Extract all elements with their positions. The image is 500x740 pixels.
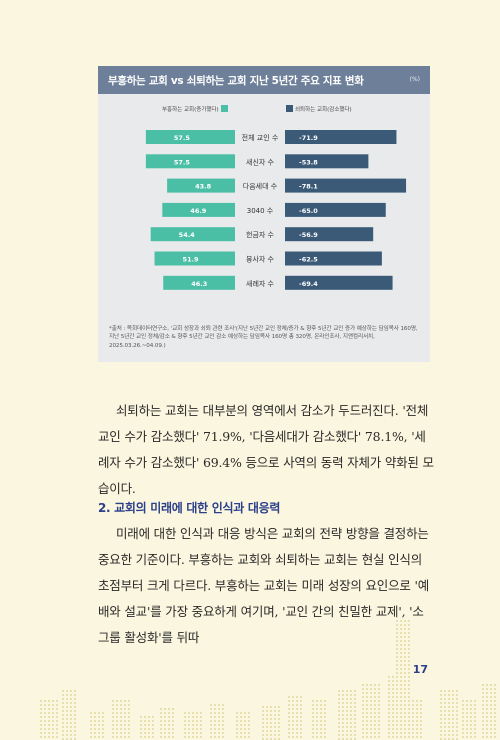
legend-declining: 쇠퇴하는 교회(감소했다) xyxy=(286,105,352,113)
bar-declining xyxy=(285,178,407,193)
bar-growing xyxy=(154,251,235,266)
bar-chart: 57.5 -71.9 전체 교인 수 57.5 -53.8 새신자 수 43.8 -78.1 다… xyxy=(145,130,407,290)
legend-declining-swatch xyxy=(286,105,293,112)
bar-growing-value: 57.5 xyxy=(174,158,191,166)
category-label: 봉사자 수 xyxy=(246,255,275,264)
bar-declining-value: -78.1 xyxy=(299,183,318,191)
bar-growing-value: 46.9 xyxy=(190,207,207,215)
bar-declining-value: -71.9 xyxy=(299,134,318,142)
bar-declining xyxy=(285,130,397,144)
category-label: 새신자 수 xyxy=(246,157,275,166)
section-heading: 2. 교회의 미래에 대한 인식과 대응력 xyxy=(98,501,281,515)
bar-growing xyxy=(163,275,235,290)
bar-declining-value: -69.4 xyxy=(299,280,318,288)
legend-growing: 부흥하는 교회(증가했다) xyxy=(162,105,228,113)
bar-growing-value: 46.3 xyxy=(191,280,207,288)
category-label: 헌금자 수 xyxy=(246,230,275,239)
bar-growing xyxy=(162,202,235,217)
body-paragraph-2: 미래에 대한 인식과 대응 방식은 교회의 전략 방향을 결정하는 중요한 기준… xyxy=(98,526,429,645)
bar-growing-value: 43.8 xyxy=(195,183,212,191)
category-label: 전체 교인 수 xyxy=(242,133,279,142)
bar-declining xyxy=(285,251,382,266)
bar-declining-value: -56.9 xyxy=(299,231,318,239)
bar-declining xyxy=(285,202,386,217)
bar-growing xyxy=(150,227,235,242)
body-paragraph-1: 쇠퇴하는 교회는 대부분의 영역에서 감소가 두드러진다. '전체 교인 수가 … xyxy=(98,403,434,496)
bar-growing xyxy=(145,130,235,144)
chart-figure: 부흥하는 교회 vs 쇠퇴하는 교회 지난 5년간 주요 지표 변화 (%) 부… xyxy=(98,66,430,362)
category-label: 3040 수 xyxy=(247,207,274,215)
bar-declining xyxy=(285,275,393,290)
source-note: *출처 : 목회데이터연구소, '교회 성장과 쇠퇴 관련 조사'(지난 5년간… xyxy=(109,326,418,349)
chart-header: 부흥하는 교회 vs 쇠퇴하는 교회 지난 5년간 주요 지표 변화 (%) xyxy=(98,66,430,94)
bar-declining xyxy=(285,154,369,169)
bar-growing-value: 54.4 xyxy=(179,231,196,239)
legend-declining-label: 쇠퇴하는 교회(감소했다) xyxy=(295,107,352,113)
bar-declining xyxy=(285,227,374,242)
bar-declining-value: -65.0 xyxy=(299,207,318,215)
bar-growing-value: 57.5 xyxy=(174,134,191,142)
category-label: 다음세대 수 xyxy=(243,182,278,191)
category-label: 새례자 수 xyxy=(246,279,275,288)
bar-growing xyxy=(167,178,235,193)
chart-title: 부흥하는 교회 vs 쇠퇴하는 교회 지난 5년간 주요 지표 변화 xyxy=(108,75,364,87)
bar-growing-value: 51.9 xyxy=(183,256,200,264)
page-number: 17 xyxy=(412,663,428,676)
bar-growing xyxy=(145,154,235,169)
bar-declining-value: -62.5 xyxy=(299,256,318,264)
chart-unit: (%) xyxy=(409,76,420,83)
legend-growing-swatch xyxy=(220,105,228,112)
bar-declining-value: -53.8 xyxy=(299,158,318,166)
legend-growing-label: 부흥하는 교회(증가했다) xyxy=(162,107,219,113)
